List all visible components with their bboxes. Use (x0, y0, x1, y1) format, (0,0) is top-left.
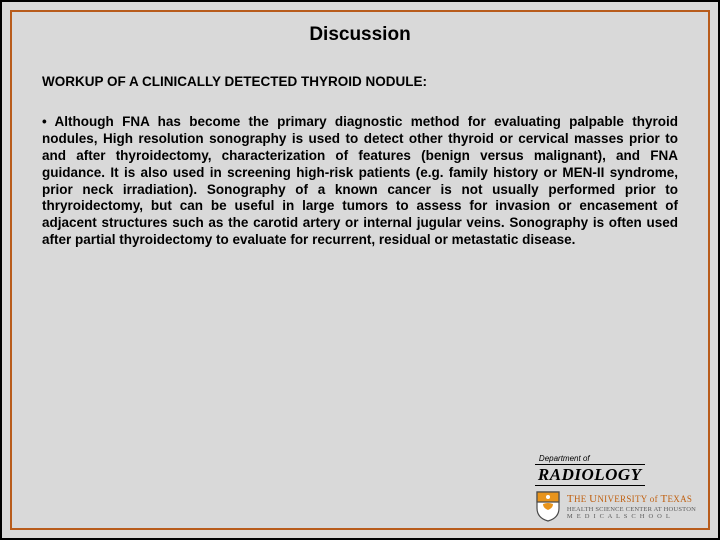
logo-dept-prefix: Department of (539, 454, 590, 463)
logo-university-row: THE UNIVERSITY of TEXAS HEALTH SCIENCE C… (535, 490, 696, 522)
logo-niv: NIVERSITY (597, 494, 649, 504)
shield-icon (535, 490, 561, 522)
slide-body: • Although FNA has become the primary di… (42, 114, 678, 249)
logo-t1: T (567, 493, 574, 505)
slide-title: Discussion (2, 24, 718, 46)
department-logo: Department of RADIOLOGY THE UNIVERSITY o… (535, 454, 696, 522)
logo-univ-line1: THE UNIVERSITY of TEXAS (567, 493, 696, 505)
logo-univ-line2: HEALTH SCIENCE CENTER AT HOUSTON (567, 506, 696, 513)
logo-of: of (650, 494, 661, 504)
logo-univ-line3: M E D I C A L S C H O O L (567, 513, 696, 520)
logo-exas: EXAS (667, 494, 692, 504)
logo-university-text: THE UNIVERSITY of TEXAS HEALTH SCIENCE C… (567, 493, 696, 520)
logo-he: HE (574, 494, 589, 504)
slide-subtitle: WORKUP OF A CLINICALLY DETECTED THYROID … (42, 74, 427, 89)
logo-dept-name: RADIOLOGY (535, 464, 645, 486)
slide-frame: Discussion WORKUP OF A CLINICALLY DETECT… (0, 0, 720, 540)
